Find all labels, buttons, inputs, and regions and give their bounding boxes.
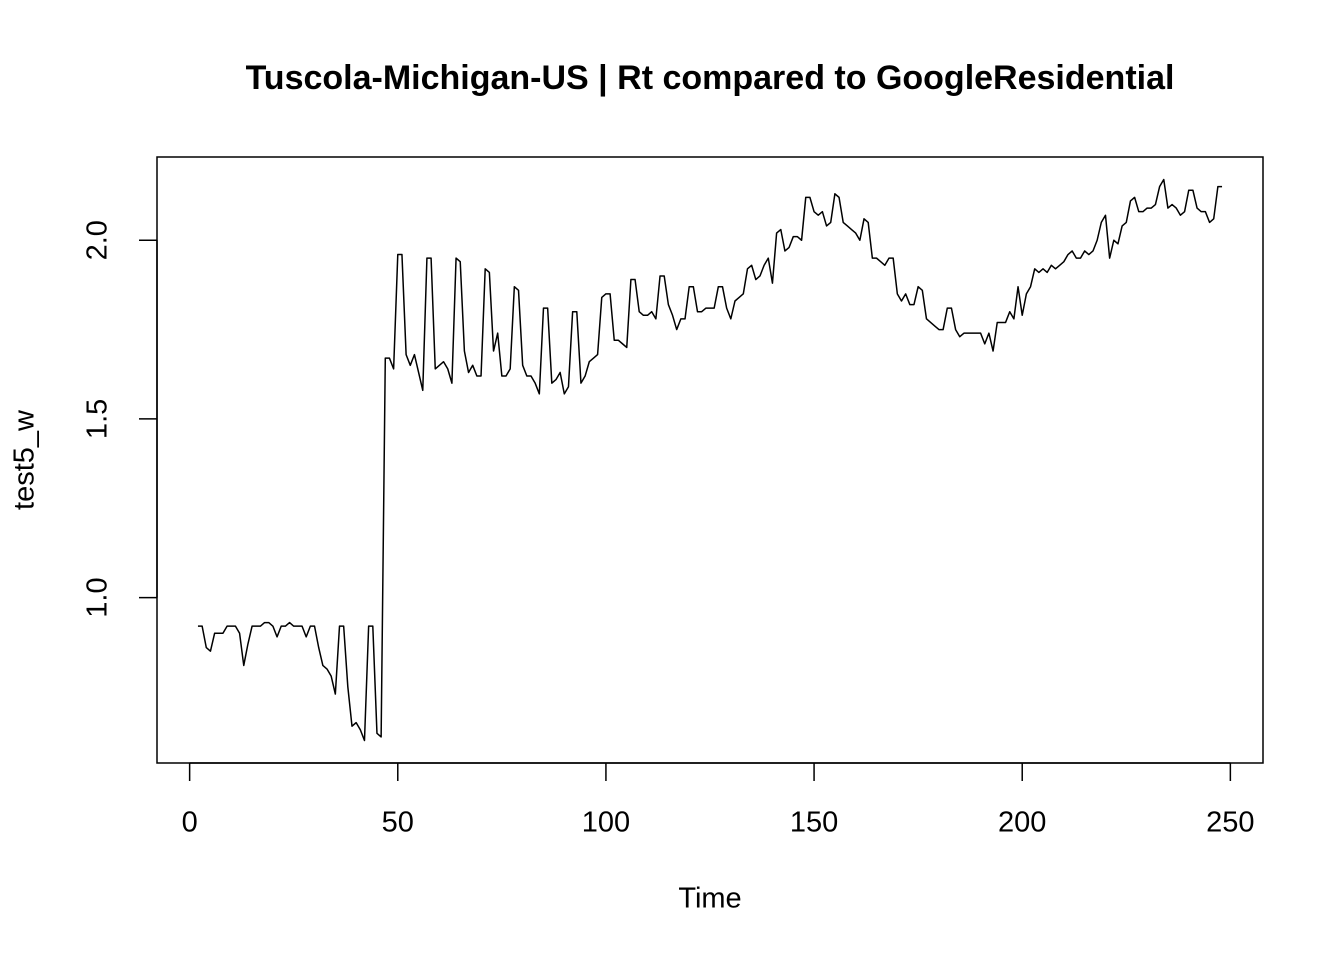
x-tick-label: 250 — [1206, 807, 1254, 839]
y-axis-label: test5_w — [9, 409, 41, 510]
y-tick-label: 2.0 — [82, 220, 114, 260]
y-tick-label: 1.0 — [82, 577, 114, 617]
y-tick-label: 1.5 — [82, 399, 114, 439]
plot-box — [156, 156, 1264, 764]
x-tick-label: 100 — [582, 807, 630, 839]
x-tick-label: 50 — [382, 807, 414, 839]
data-line — [197, 178, 1223, 742]
chart-title: Tuscola-Michigan-US | Rt compared to Goo… — [246, 59, 1175, 97]
x-axis-label: Time — [678, 883, 741, 915]
x-tick-label: 150 — [790, 807, 838, 839]
x-tick-label: 200 — [998, 807, 1046, 839]
x-tick-label: 0 — [182, 807, 198, 839]
